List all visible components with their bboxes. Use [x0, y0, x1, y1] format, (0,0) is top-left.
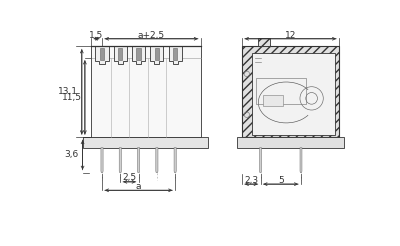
- Polygon shape: [118, 48, 122, 60]
- Polygon shape: [174, 148, 176, 173]
- Text: a: a: [136, 182, 141, 191]
- Polygon shape: [136, 48, 141, 60]
- Text: 13,1: 13,1: [58, 87, 78, 96]
- Polygon shape: [252, 53, 335, 135]
- Polygon shape: [132, 46, 145, 64]
- Polygon shape: [138, 148, 140, 173]
- Polygon shape: [155, 48, 159, 60]
- Text: 3,6: 3,6: [64, 150, 79, 159]
- Text: 5: 5: [278, 176, 284, 185]
- Polygon shape: [263, 95, 283, 106]
- Text: 2,5: 2,5: [122, 173, 136, 183]
- Polygon shape: [91, 46, 201, 137]
- Polygon shape: [260, 148, 262, 173]
- Text: 12: 12: [285, 31, 296, 40]
- Polygon shape: [100, 48, 104, 60]
- Polygon shape: [300, 148, 302, 173]
- Polygon shape: [83, 137, 208, 148]
- Polygon shape: [119, 148, 121, 173]
- Polygon shape: [236, 137, 344, 148]
- Polygon shape: [101, 148, 103, 173]
- Text: 2,3: 2,3: [244, 176, 258, 185]
- Polygon shape: [150, 46, 164, 64]
- Polygon shape: [114, 46, 127, 64]
- Polygon shape: [96, 46, 108, 64]
- Text: 1,5: 1,5: [90, 31, 104, 40]
- Polygon shape: [173, 48, 177, 60]
- Polygon shape: [168, 46, 182, 64]
- Text: a+2,5: a+2,5: [138, 31, 165, 40]
- Polygon shape: [242, 46, 339, 137]
- Polygon shape: [156, 148, 158, 173]
- Polygon shape: [258, 38, 270, 46]
- Text: 11,5: 11,5: [62, 93, 82, 102]
